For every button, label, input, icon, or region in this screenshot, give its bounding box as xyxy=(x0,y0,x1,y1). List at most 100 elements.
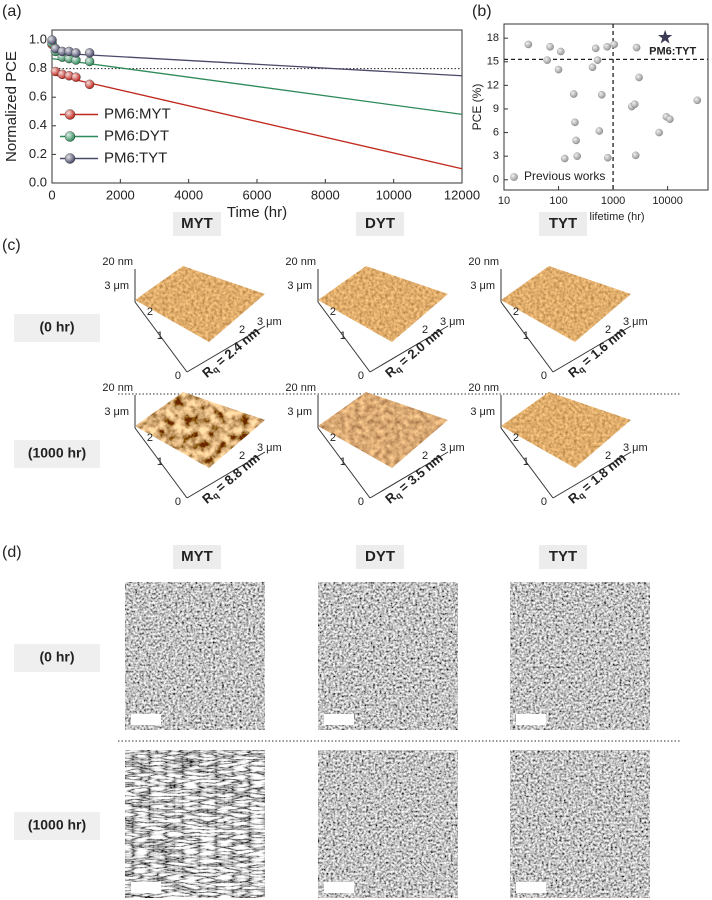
data-point-star xyxy=(657,29,673,44)
y-axis-tick-label: 3 μm xyxy=(287,280,312,292)
roughness-subscript: q xyxy=(577,490,588,501)
y-tick-label: 0.4 xyxy=(29,117,47,132)
y-axis-tick-label: 3 μm xyxy=(104,406,129,418)
column-header: TYT xyxy=(549,215,577,232)
point-label: PM6:TYT xyxy=(649,45,696,57)
x-axis xyxy=(186,451,266,499)
fit-line xyxy=(51,73,463,170)
legend-label: PM6:MYT xyxy=(104,105,171,122)
row-label-box xyxy=(14,812,100,840)
y-tick-label: 0.8 xyxy=(29,60,47,75)
scale-bar xyxy=(516,882,546,893)
y-axis-tick-label: 2 xyxy=(513,432,519,444)
x-axis xyxy=(369,451,449,499)
legend-label: Previous works xyxy=(524,169,605,183)
roughness-subscript: q xyxy=(211,490,222,501)
x-axis-tick-label: 3 μm xyxy=(440,316,465,328)
plot-frame xyxy=(503,23,709,191)
data-point-highlight xyxy=(610,40,618,49)
x-axis-tick-label: 2 xyxy=(605,450,611,462)
row-label-box xyxy=(14,314,100,342)
y-axis xyxy=(500,301,554,373)
tem-image xyxy=(510,582,650,730)
y-axis xyxy=(134,301,188,373)
x-axis-tick-label: 3 μm xyxy=(257,442,282,454)
header-box xyxy=(173,545,221,569)
data-point-highlight xyxy=(598,91,606,99)
y-tick-label: 18 xyxy=(487,32,499,44)
x-tick-label: 10000 xyxy=(376,187,412,202)
tem-image xyxy=(318,582,458,730)
data-point-highlight xyxy=(85,48,95,58)
y-axis-tick-label: 0 xyxy=(358,370,364,382)
y-axis-tick-label: 0 xyxy=(541,496,547,508)
fit-line xyxy=(51,52,463,77)
roughness-subscript: q xyxy=(211,364,222,375)
y-axis xyxy=(317,427,371,499)
row-label: (1000 hr) xyxy=(28,817,86,833)
legend-label: PM6:DYT xyxy=(104,127,169,144)
data-point-highlight xyxy=(635,73,643,82)
x-axis-label: Time (hr) xyxy=(227,204,287,221)
roughness-subscript: q xyxy=(577,364,588,375)
y-axis-tick-label: 0 xyxy=(358,496,364,508)
z-axis-label: 20 nm xyxy=(285,382,316,394)
legend-marker-highlight xyxy=(65,153,75,164)
x-axis-tick-label: 3 μm xyxy=(623,316,648,328)
z-axis-label: 20 nm xyxy=(285,256,316,268)
y-axis xyxy=(317,301,371,373)
x-tick-label: 100 xyxy=(549,195,567,207)
y-tick-label: 1.0 xyxy=(29,31,47,46)
y-tick-label: 0.2 xyxy=(29,146,47,161)
panel-label: (a) xyxy=(2,3,22,20)
x-tick-label: 12000 xyxy=(444,187,480,202)
data-point-highlight xyxy=(655,128,663,137)
x-axis-tick-label: 3 μm xyxy=(623,442,648,454)
row-label: (1000 hr) xyxy=(28,445,86,461)
row-label-box xyxy=(14,644,100,672)
data-point-highlight xyxy=(633,44,641,52)
scale-bar xyxy=(324,714,354,725)
x-axis xyxy=(369,325,449,373)
afm-surface xyxy=(318,266,448,342)
y-axis-tick-label: 0 xyxy=(175,496,181,508)
roughness-subscript: q xyxy=(394,364,405,375)
column-header: MYT xyxy=(181,215,213,232)
x-axis-tick-label: 3 μm xyxy=(257,316,282,328)
column-header: DYT xyxy=(365,548,395,565)
afm-surface xyxy=(135,266,265,342)
data-point-highlight xyxy=(603,43,611,51)
y-axis-tick-label: 2 xyxy=(330,306,336,318)
y-axis-tick-label: 3 μm xyxy=(287,406,312,418)
y-tick-label: 0.0 xyxy=(29,174,47,189)
x-tick-label: 4000 xyxy=(174,187,203,202)
data-point-highlight xyxy=(571,118,579,126)
z-axis-label: 20 nm xyxy=(468,256,499,268)
data-point-highlight xyxy=(592,44,600,52)
scale-bar xyxy=(131,882,161,893)
y-axis-tick-label: 2 xyxy=(147,306,153,318)
z-axis-label: 20 nm xyxy=(102,256,133,268)
x-tick-label: 10000 xyxy=(652,195,683,207)
data-point-highlight xyxy=(557,47,565,56)
header-box xyxy=(539,212,587,236)
data-point-highlight xyxy=(71,55,81,65)
row-label: (0 hr) xyxy=(40,319,75,335)
x-axis-tick-label: 2 xyxy=(239,450,245,462)
scale-bar xyxy=(131,714,161,725)
data-point-highlight xyxy=(595,127,603,135)
afm-surface xyxy=(318,392,448,468)
y-axis-tick-label: 2 xyxy=(513,306,519,318)
y-tick-label: 0 xyxy=(493,174,499,186)
x-tick-label: 1000 xyxy=(601,195,625,207)
data-point-highlight xyxy=(604,154,612,162)
y-axis-tick-label: 0 xyxy=(175,370,181,382)
y-axis-tick-label: 1 xyxy=(523,456,529,468)
y-axis-tick-label: 3 μm xyxy=(470,280,495,292)
x-axis xyxy=(552,451,632,499)
data-point-highlight xyxy=(71,72,81,82)
y-axis-tick-label: 1 xyxy=(157,330,163,342)
x-tick-label: 0 xyxy=(48,187,55,202)
y-axis-tick-label: 1 xyxy=(157,456,163,468)
y-axis-tick-label: 1 xyxy=(340,456,346,468)
